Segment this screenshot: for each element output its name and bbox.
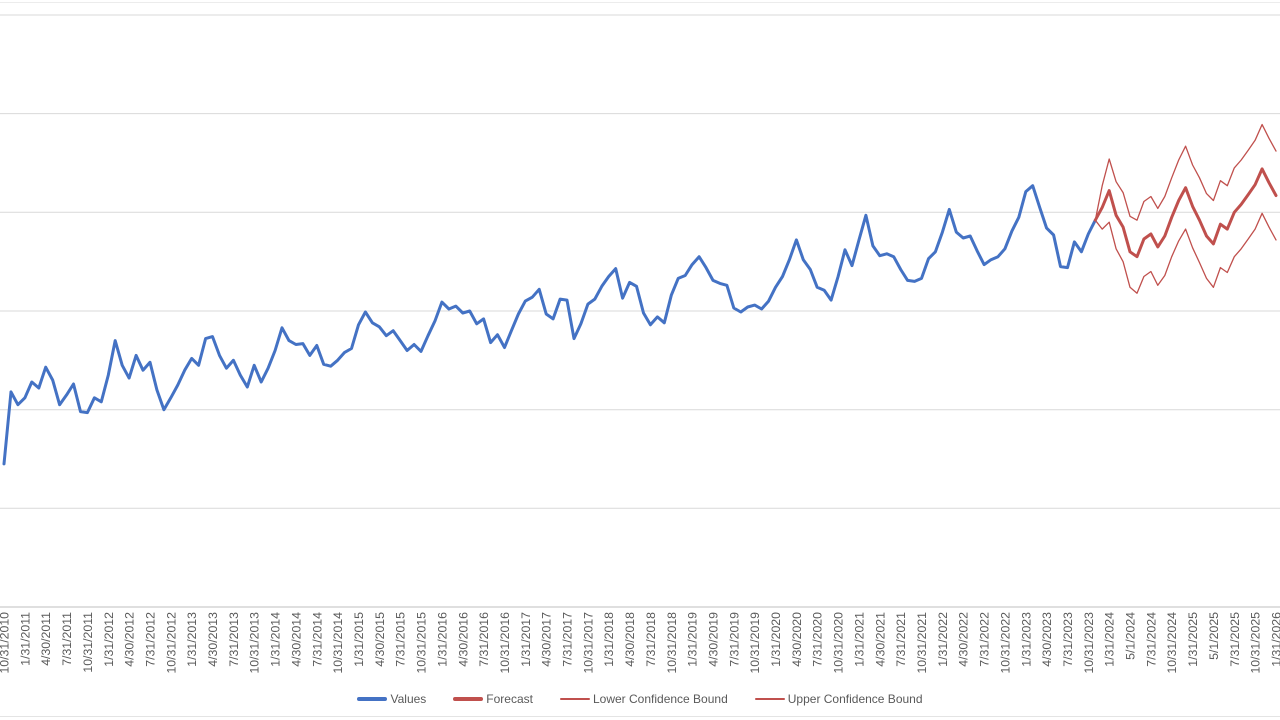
legend-item-upper-confidence-bound[interactable]: Upper Confidence Bound	[754, 692, 923, 706]
svg-text:1/31/2026: 1/31/2026	[1270, 612, 1280, 667]
svg-text:7/31/2015: 7/31/2015	[394, 612, 408, 667]
chart-top-border	[0, 2, 1280, 3]
svg-text:4/30/2016: 4/30/2016	[456, 612, 470, 667]
svg-text:4/30/2019: 4/30/2019	[707, 612, 721, 667]
svg-text:10/31/2025: 10/31/2025	[1249, 612, 1263, 674]
svg-text:4/30/2015: 4/30/2015	[373, 612, 387, 667]
legend-item-lower-confidence-bound[interactable]: Lower Confidence Bound	[559, 692, 728, 706]
svg-text:7/31/2012: 7/31/2012	[144, 612, 158, 667]
svg-text:7/31/2020: 7/31/2020	[811, 612, 825, 667]
svg-text:1/31/2019: 1/31/2019	[686, 612, 700, 667]
legend-item-values[interactable]: Values	[357, 692, 426, 706]
svg-text:7/31/2013: 7/31/2013	[227, 612, 241, 667]
svg-text:7/31/2024: 7/31/2024	[1144, 612, 1158, 667]
svg-text:1/31/2012: 1/31/2012	[102, 612, 116, 667]
svg-text:1/31/2014: 1/31/2014	[269, 612, 283, 667]
svg-text:1/31/2017: 1/31/2017	[519, 612, 533, 667]
svg-text:1/31/2022: 1/31/2022	[936, 612, 950, 667]
svg-text:4/30/2023: 4/30/2023	[1040, 612, 1054, 667]
svg-text:7/31/2022: 7/31/2022	[978, 612, 992, 667]
svg-text:1/31/2018: 1/31/2018	[602, 612, 616, 667]
svg-text:10/31/2020: 10/31/2020	[832, 612, 846, 674]
svg-text:7/31/2025: 7/31/2025	[1228, 612, 1242, 667]
svg-text:7/31/2018: 7/31/2018	[644, 612, 658, 667]
svg-text:5/1/2024: 5/1/2024	[1124, 612, 1138, 660]
svg-text:4/30/2013: 4/30/2013	[206, 612, 220, 667]
svg-text:10/31/2024: 10/31/2024	[1165, 612, 1179, 674]
legend-label-forecast: Forecast	[486, 692, 533, 706]
svg-text:1/31/2023: 1/31/2023	[1019, 612, 1033, 667]
svg-text:7/31/2023: 7/31/2023	[1061, 612, 1075, 667]
legend-label-upper-confidence-bound: Upper Confidence Bound	[787, 692, 923, 706]
svg-text:7/31/2016: 7/31/2016	[477, 612, 491, 667]
legend-line-swatch-values	[357, 697, 388, 701]
svg-text:10/31/2016: 10/31/2016	[498, 612, 512, 674]
svg-text:1/31/2016: 1/31/2016	[435, 612, 449, 667]
svg-text:7/31/2019: 7/31/2019	[727, 612, 741, 667]
svg-text:4/30/2021: 4/30/2021	[873, 612, 887, 667]
svg-text:10/31/2017: 10/31/2017	[581, 612, 595, 674]
svg-text:1/31/2021: 1/31/2021	[853, 612, 867, 667]
svg-text:1/31/2015: 1/31/2015	[352, 612, 366, 667]
svg-text:10/31/2015: 10/31/2015	[415, 612, 429, 674]
svg-text:4/30/2014: 4/30/2014	[289, 612, 303, 667]
svg-text:4/30/2018: 4/30/2018	[623, 612, 637, 667]
svg-text:10/31/2022: 10/31/2022	[998, 612, 1012, 674]
legend-line-swatch-forecast	[453, 697, 484, 701]
svg-text:5/1/2025: 5/1/2025	[1207, 612, 1221, 660]
svg-text:4/30/2022: 4/30/2022	[957, 612, 971, 667]
svg-text:1/31/2013: 1/31/2013	[185, 612, 199, 667]
svg-text:1/31/2011: 1/31/2011	[18, 612, 32, 666]
svg-text:10/31/2018: 10/31/2018	[665, 612, 679, 674]
legend-label-lower-confidence-bound: Lower Confidence Bound	[592, 692, 728, 706]
legend-label-values: Values	[390, 692, 427, 706]
svg-text:4/30/2017: 4/30/2017	[540, 612, 554, 667]
svg-text:10/31/2013: 10/31/2013	[248, 612, 262, 674]
legend-line-swatch-upper-confidence-bound	[754, 698, 785, 700]
svg-text:7/31/2017: 7/31/2017	[561, 612, 575, 667]
svg-text:10/31/2012: 10/31/2012	[164, 612, 178, 674]
svg-text:10/31/2019: 10/31/2019	[748, 612, 762, 674]
svg-text:4/30/2011: 4/30/2011	[39, 612, 53, 666]
svg-text:10/31/2010: 10/31/2010	[0, 612, 12, 674]
chart-legend: Values Forecast Lower Confidence Bound U…	[0, 689, 1280, 709]
svg-text:4/30/2020: 4/30/2020	[790, 612, 804, 667]
svg-text:10/31/2011: 10/31/2011	[81, 612, 95, 673]
chart-bottom-border	[0, 716, 1280, 717]
svg-text:1/31/2024: 1/31/2024	[1103, 612, 1117, 667]
svg-text:7/31/2014: 7/31/2014	[310, 612, 324, 667]
svg-text:10/31/2021: 10/31/2021	[915, 612, 929, 674]
svg-text:4/30/2012: 4/30/2012	[123, 612, 137, 667]
legend-line-swatch-lower-confidence-bound	[559, 698, 590, 700]
svg-text:10/31/2014: 10/31/2014	[331, 612, 345, 674]
svg-text:7/31/2011: 7/31/2011	[60, 612, 74, 666]
svg-text:1/31/2020: 1/31/2020	[769, 612, 783, 667]
svg-text:7/31/2021: 7/31/2021	[894, 612, 908, 667]
chart-plot-area[interactable]: 10/31/2010 1/31/2011 4/30/2011 7/31/2011 10/…	[0, 0, 1280, 686]
legend-item-forecast[interactable]: Forecast	[453, 692, 533, 706]
svg-text:1/31/2025: 1/31/2025	[1186, 612, 1200, 667]
svg-text:10/31/2023: 10/31/2023	[1082, 612, 1096, 674]
